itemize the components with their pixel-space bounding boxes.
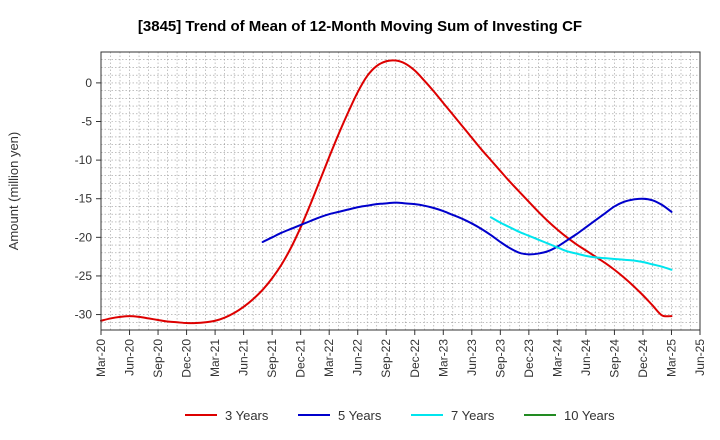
x-ticks: Mar-20 Jun-20 Sep-20 Dec-20 Mar-21 Jun-21 Sep-… xyxy=(94,330,707,378)
series-line-5-years xyxy=(261,197,673,256)
x-tick-label: Mar-23 xyxy=(436,339,450,377)
x-tick-label: Sep-24 xyxy=(607,339,621,378)
chart-title: [3845] Trend of Mean of 12-Month Moving … xyxy=(138,18,582,35)
series-group xyxy=(100,59,673,325)
x-tick-label: Dec-21 xyxy=(294,339,308,378)
x-tick-label: Jun-23 xyxy=(465,339,479,376)
y-tick-label: -10 xyxy=(75,153,93,167)
legend-label-5-years: 5 Years xyxy=(338,408,382,423)
grid xyxy=(100,51,701,331)
legend: 3 Years 5 Years 7 Years 10 Years xyxy=(185,408,615,423)
x-tick-label: Mar-21 xyxy=(208,339,222,377)
series-line-3-years xyxy=(100,59,673,325)
y-ticks: 0 -5 -10 -15 -20 -25 -30 xyxy=(75,76,101,322)
x-tick-label: Sep-20 xyxy=(151,339,165,378)
x-tick-label: Dec-23 xyxy=(522,339,536,378)
x-tick-label: Dec-24 xyxy=(636,339,650,378)
y-tick-label: -15 xyxy=(75,192,93,206)
x-tick-label: Mar-22 xyxy=(322,339,336,377)
x-tick-label: Jun-22 xyxy=(351,339,365,376)
x-tick-label: Mar-24 xyxy=(550,339,564,377)
x-tick-label: Sep-22 xyxy=(379,339,393,378)
y-tick-label: 0 xyxy=(85,76,92,90)
x-tick-label: Jun-25 xyxy=(693,339,707,376)
y-tick-label: -5 xyxy=(81,115,92,129)
plot-frame xyxy=(100,51,701,331)
x-tick-label: Dec-22 xyxy=(408,339,422,378)
x-tick-label: Dec-20 xyxy=(180,339,194,378)
y-tick-label: -30 xyxy=(75,308,93,322)
legend-label-7-years: 7 Years xyxy=(451,408,495,423)
y-axis-label: Amount (million yen) xyxy=(6,132,21,251)
legend-label-10-years: 10 Years xyxy=(564,408,615,423)
x-tick-label: Jun-21 xyxy=(237,339,251,376)
x-tick-label: Jun-24 xyxy=(579,339,593,376)
x-tick-label: Sep-21 xyxy=(265,339,279,378)
x-tick-label: Sep-23 xyxy=(493,339,507,378)
y-tick-label: -25 xyxy=(75,269,93,283)
y-tick-label: -20 xyxy=(75,230,93,244)
series-line-7-years xyxy=(489,216,673,271)
x-tick-label: Mar-20 xyxy=(94,339,108,377)
x-tick-label: Jun-20 xyxy=(123,339,137,376)
x-tick-label: Mar-25 xyxy=(664,339,678,377)
legend-label-3-years: 3 Years xyxy=(225,408,269,423)
